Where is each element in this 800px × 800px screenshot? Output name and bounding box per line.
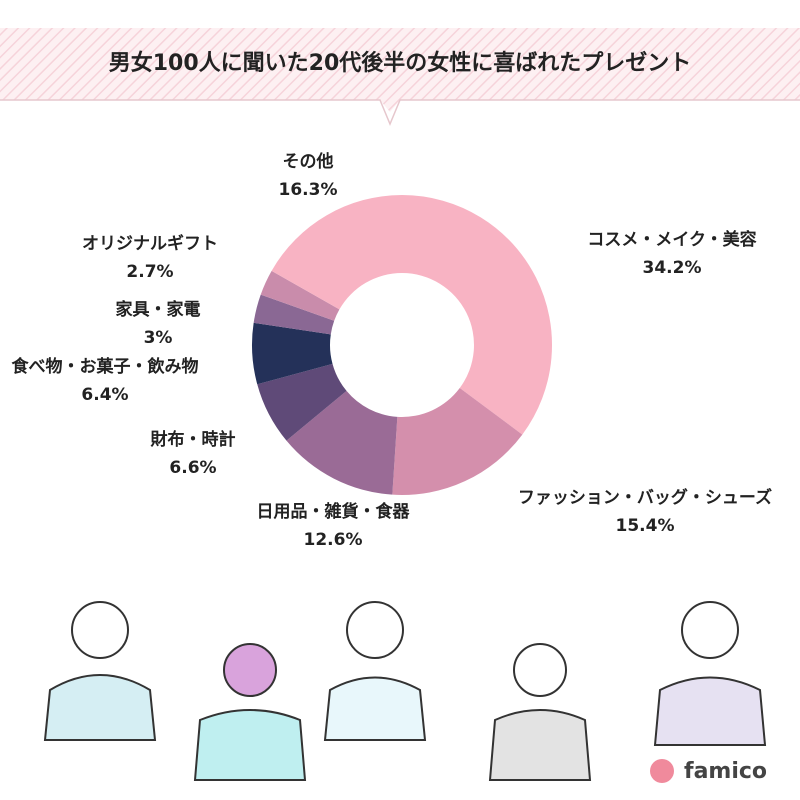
donut-slice bbox=[253, 294, 335, 335]
category-label: 家具・家電 bbox=[116, 299, 201, 320]
title-border bbox=[0, 99, 800, 126]
brand: famico bbox=[684, 759, 767, 784]
category-label: その他 bbox=[283, 151, 334, 172]
value-label: 16.3% bbox=[279, 180, 338, 200]
chart-title: 男女100人に聞いた20代後半の女性に喜ばれたプレゼント bbox=[109, 50, 692, 76]
category-label: オリジナルギフト bbox=[82, 234, 218, 254]
donut-slice bbox=[402, 195, 552, 435]
value-label: 12.6% bbox=[304, 530, 363, 550]
value-label: 34.2% bbox=[643, 258, 702, 278]
category-label: コスメ・メイク・美容 bbox=[587, 229, 756, 250]
value-label: 2.7% bbox=[126, 262, 173, 282]
donut-slice bbox=[271, 195, 402, 310]
donut-slice bbox=[252, 322, 333, 385]
value-label: 15.4% bbox=[616, 516, 675, 536]
illustrations bbox=[43, 601, 767, 781]
donut-slice bbox=[392, 387, 523, 495]
donut-slice bbox=[286, 390, 398, 495]
donut-slice bbox=[257, 363, 347, 441]
donut-slice bbox=[260, 270, 340, 321]
title-band bbox=[0, 28, 800, 112]
category-label: 日用品・雑貨・食器 bbox=[257, 501, 411, 522]
category-label: 財布・時計 bbox=[150, 429, 236, 450]
value-label: 6.6% bbox=[169, 458, 216, 478]
value-label: 6.4% bbox=[81, 385, 128, 405]
value-label: 3% bbox=[144, 328, 173, 348]
category-label: 食べ物・お菓子・飲み物 bbox=[12, 356, 199, 377]
category-label: ファッション・バッグ・シューズ bbox=[518, 487, 772, 508]
brand-logo bbox=[650, 759, 674, 783]
